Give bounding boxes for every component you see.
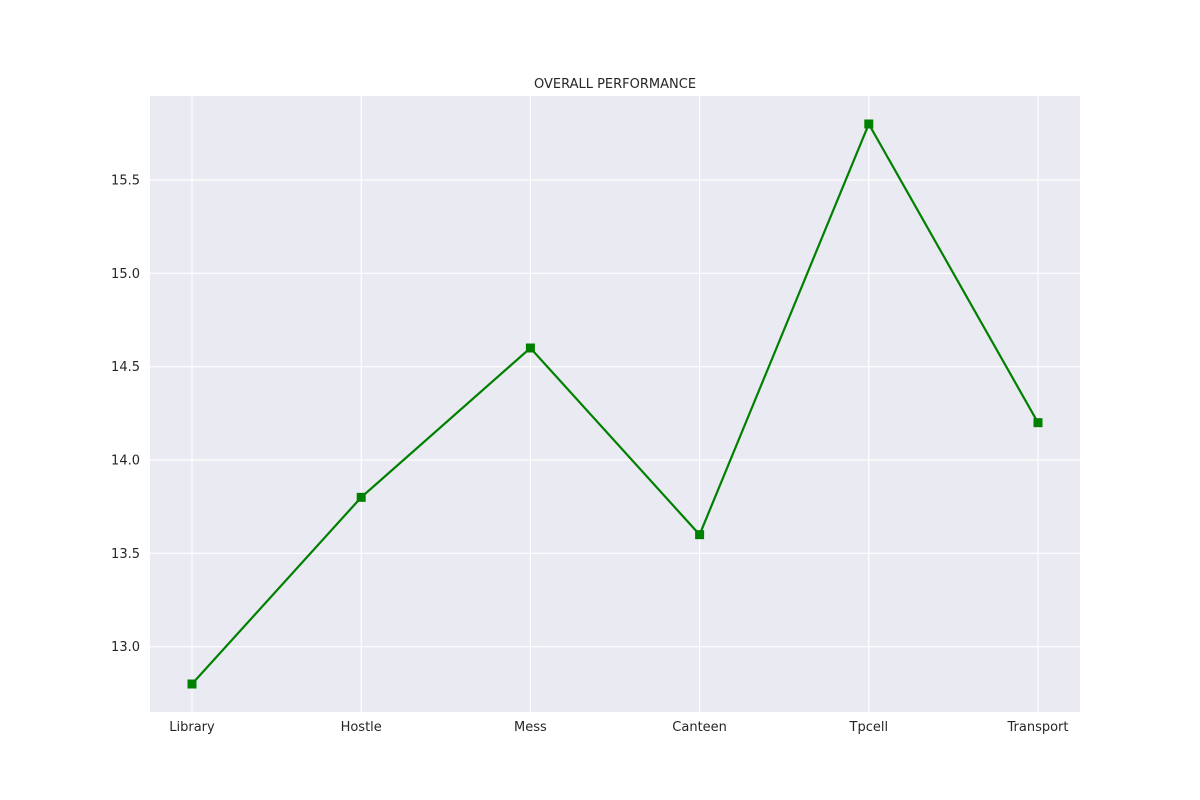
x-tick-labels: Library Hostle Mess Canteen Tpcell Transport <box>169 720 1068 735</box>
x-tick-label: Library <box>169 720 215 735</box>
data-point-mess <box>525 343 535 353</box>
y-tick-labels: 13.0 13.5 14.0 14.5 15.0 15.5 <box>111 174 140 656</box>
y-tick-label: 15.5 <box>111 174 140 189</box>
data-point-library <box>187 679 197 689</box>
x-tick-label: Mess <box>514 720 547 735</box>
chart-title: OVERALL PERFORMANCE <box>534 77 696 92</box>
y-tick-label: 13.5 <box>111 547 140 562</box>
x-tick-label: Transport <box>1006 720 1068 735</box>
x-tick-label: Tpcell <box>849 720 889 735</box>
y-tick-label: 14.5 <box>111 360 140 375</box>
x-tick-label: Hostle <box>341 720 382 735</box>
data-point-tpcell <box>864 119 874 129</box>
data-point-hostle <box>356 492 366 502</box>
y-tick-label: 13.0 <box>111 640 140 655</box>
data-point-transport <box>1033 418 1043 428</box>
x-tick-label: Canteen <box>672 720 727 735</box>
y-tick-label: 14.0 <box>111 454 140 469</box>
plot-background <box>150 96 1080 712</box>
grid <box>150 96 1080 712</box>
series-line <box>191 121 1039 685</box>
y-tick-label: 15.0 <box>111 267 140 282</box>
series-layer <box>187 119 1043 689</box>
data-point-canteen <box>695 530 705 540</box>
